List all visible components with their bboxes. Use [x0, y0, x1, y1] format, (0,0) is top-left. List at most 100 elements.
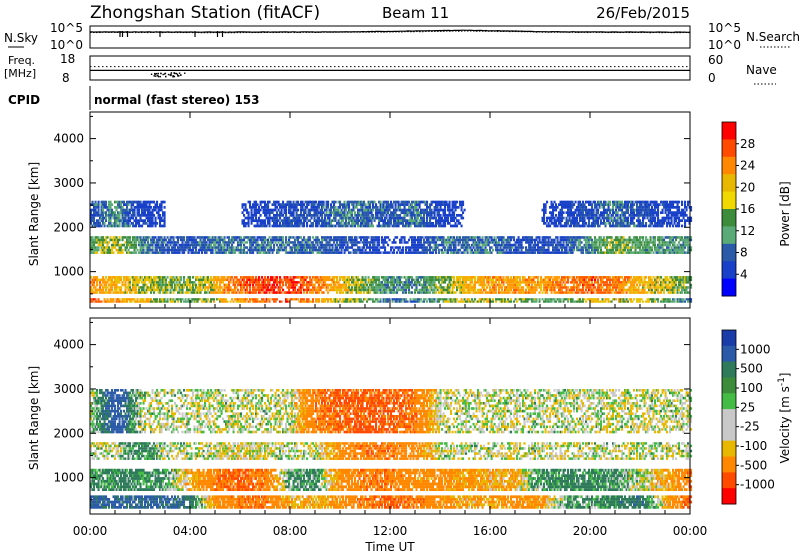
heatmap-cell	[427, 236, 430, 239]
heatmap-cell	[346, 298, 349, 301]
heatmap-cell	[618, 248, 621, 252]
heatmap-cell	[145, 283, 148, 287]
heatmap-cell	[406, 286, 409, 289]
heatmap-cell	[100, 236, 103, 239]
heatmap-cell	[133, 300, 136, 303]
heatmap-cell	[492, 238, 495, 242]
heatmap-cell	[187, 248, 190, 252]
heatmap-cell	[538, 298, 541, 301]
heatmap-cell	[322, 248, 325, 252]
heatmap-cell	[634, 286, 637, 289]
heatmap-cell	[375, 291, 378, 294]
heatmap-cell	[484, 298, 487, 301]
heatmap-cell	[441, 286, 444, 289]
heatmap-cell	[502, 251, 505, 254]
cpid-value: normal (fast stereo) 153	[94, 93, 260, 107]
heatmap-cell	[502, 246, 505, 249]
heatmap-cell	[591, 251, 594, 254]
heatmap-cell	[682, 276, 685, 279]
heatmap-cell	[195, 251, 198, 254]
freq-dip-point	[173, 75, 176, 78]
heatmap-cell	[114, 283, 117, 287]
heatmap-cell	[226, 278, 229, 282]
heatmap-cell	[628, 236, 631, 239]
heatmap-cell	[687, 291, 690, 294]
heatmap-cell	[465, 248, 468, 252]
heatmap-cell	[532, 300, 535, 303]
heatmap-cell	[633, 286, 636, 289]
heatmap-cell	[369, 278, 372, 282]
heatmap-cell	[433, 238, 436, 242]
heatmap-cell	[420, 236, 423, 239]
heatmap-cell	[687, 281, 690, 284]
heatmap-cell	[415, 278, 418, 282]
heatmap-cell	[249, 283, 252, 287]
heatmap-cell	[340, 246, 343, 249]
heatmap-cell	[501, 278, 504, 282]
heatmap-cell	[285, 298, 288, 301]
heatmap-cell	[156, 298, 159, 301]
heatmap-cell	[366, 288, 369, 292]
heatmap-cell	[564, 283, 567, 287]
heatmap-cell	[255, 281, 258, 284]
heatmap-cell	[573, 241, 576, 244]
heatmap-cell	[684, 238, 687, 242]
heatmap-cell	[474, 286, 477, 289]
heatmap-cell	[370, 281, 373, 284]
heatmap-cell	[477, 243, 480, 247]
heatmap-cell	[592, 276, 595, 279]
heatmap-cell	[457, 251, 460, 254]
heatmap-cell	[316, 298, 319, 301]
heatmap-cell	[489, 286, 492, 289]
heatmap-cell	[621, 238, 624, 242]
heatmap-cell	[187, 300, 190, 303]
heatmap-cell	[520, 286, 523, 289]
heatmap-cell	[322, 243, 325, 247]
heatmap-cell	[598, 283, 601, 287]
heatmap-cell	[612, 288, 615, 292]
heatmap-cell	[117, 243, 120, 247]
heatmap-cell	[156, 246, 159, 249]
heatmap-cell	[664, 281, 667, 284]
heatmap-cell	[364, 241, 367, 244]
heatmap-cell	[645, 276, 648, 279]
heatmap-cell	[345, 286, 348, 289]
heatmap-cell	[304, 300, 307, 303]
heatmap-cell	[690, 298, 693, 301]
heatmap-cell	[123, 243, 126, 247]
heatmap-cell	[636, 291, 639, 294]
heatmap-cell	[654, 241, 657, 244]
heatmap-cell	[637, 241, 640, 244]
heatmap-cell	[307, 246, 310, 249]
heatmap-cell	[567, 243, 570, 247]
heatmap-cell	[486, 236, 489, 239]
heatmap-cell	[382, 241, 385, 244]
heatmap-cell	[559, 286, 562, 289]
heatmap-cell	[121, 281, 124, 284]
heatmap-cell	[189, 246, 192, 249]
heatmap-cell	[447, 286, 450, 289]
heatmap-cell	[559, 298, 562, 301]
heatmap-cell	[211, 291, 214, 294]
heatmap-cell	[169, 248, 172, 252]
heatmap-cell	[376, 238, 379, 242]
heatmap-cell	[376, 246, 379, 249]
heatmap-cell	[183, 243, 186, 247]
heatmap-cell	[391, 288, 394, 292]
heatmap-cell	[243, 278, 246, 282]
heatmap-cell	[183, 286, 186, 289]
heatmap-cell	[154, 298, 157, 301]
heatmap-cell	[634, 243, 637, 247]
heatmap-cell	[321, 241, 324, 244]
heatmap-cell	[208, 246, 211, 249]
freq-dip-point	[170, 73, 172, 75]
heatmap-cell	[226, 300, 229, 303]
heatmap-cell	[339, 283, 342, 287]
heatmap-cell	[493, 238, 496, 242]
heatmap-cell	[195, 278, 198, 282]
heatmap-cell	[174, 241, 177, 244]
heatmap-cell	[300, 243, 303, 247]
heatmap-cell	[124, 283, 127, 287]
heatmap-cell	[154, 300, 157, 303]
heatmap-cell	[349, 241, 352, 244]
